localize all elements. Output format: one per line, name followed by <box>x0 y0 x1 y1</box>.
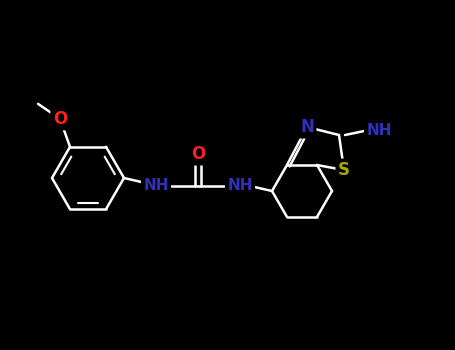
Text: NH: NH <box>366 122 392 138</box>
Text: O: O <box>191 145 205 163</box>
Text: NH: NH <box>227 178 253 194</box>
Text: NH: NH <box>143 178 169 194</box>
Text: O: O <box>53 110 67 128</box>
Text: S: S <box>338 161 350 179</box>
Text: N: N <box>300 118 314 136</box>
